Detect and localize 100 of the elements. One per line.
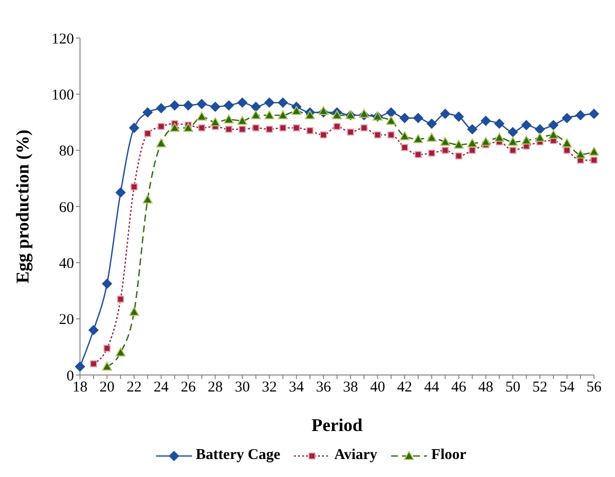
point xyxy=(278,98,288,108)
point xyxy=(590,156,598,164)
x-tick-label: 20 xyxy=(100,380,115,396)
point xyxy=(426,132,437,142)
point xyxy=(156,103,166,114)
point xyxy=(414,151,422,158)
point xyxy=(102,362,112,371)
point xyxy=(224,114,234,124)
point xyxy=(563,146,570,154)
point xyxy=(467,124,478,134)
point xyxy=(304,110,315,120)
x-tick-label: 28 xyxy=(208,380,223,396)
x-tick-label: 54 xyxy=(559,380,575,396)
point xyxy=(129,306,140,316)
point xyxy=(562,113,572,124)
point xyxy=(130,183,138,190)
point xyxy=(494,118,504,129)
point xyxy=(413,113,424,124)
point xyxy=(116,348,126,357)
point xyxy=(279,124,286,132)
y-tick-label: 100 xyxy=(52,87,74,104)
point xyxy=(480,116,491,126)
y-tick-label: 0 xyxy=(66,368,74,384)
point xyxy=(183,122,194,132)
point xyxy=(521,120,532,130)
point xyxy=(144,130,152,137)
point xyxy=(291,106,302,116)
point xyxy=(521,136,532,145)
x-tick-label: 24 xyxy=(154,380,170,396)
x-tick-label: 56 xyxy=(586,380,602,396)
point xyxy=(210,117,220,126)
point xyxy=(400,113,410,124)
point xyxy=(196,98,207,109)
point xyxy=(252,124,260,132)
point xyxy=(454,140,464,149)
point xyxy=(156,138,166,148)
point xyxy=(266,126,273,133)
x-tick-label: 52 xyxy=(532,380,548,396)
point xyxy=(224,100,234,110)
y-tick-label: 60 xyxy=(59,200,74,216)
point xyxy=(198,124,206,132)
point xyxy=(386,116,396,125)
point xyxy=(238,126,246,133)
point xyxy=(575,110,586,120)
point xyxy=(347,128,354,136)
legend-label: Floor xyxy=(431,447,466,464)
point xyxy=(116,187,126,198)
point xyxy=(374,131,382,138)
point xyxy=(264,110,274,120)
point xyxy=(170,100,180,110)
point xyxy=(104,344,111,352)
point xyxy=(494,132,504,142)
y-tick-label: 120 xyxy=(52,31,74,48)
y-tick-label: 40 xyxy=(59,256,74,272)
x-tick-label: 30 xyxy=(234,380,250,396)
point xyxy=(534,132,545,142)
legend-label: Battery Cage xyxy=(196,447,280,464)
x-tick-label: 26 xyxy=(180,380,196,396)
point xyxy=(413,134,424,144)
y-tick-label: 20 xyxy=(59,312,74,328)
point xyxy=(548,120,558,130)
point xyxy=(401,144,408,152)
point xyxy=(142,107,153,118)
point xyxy=(250,102,261,112)
x-axis-title: Period xyxy=(312,415,362,435)
point xyxy=(562,138,572,148)
point xyxy=(388,131,395,138)
point xyxy=(129,122,140,133)
point xyxy=(455,152,462,160)
point xyxy=(102,278,112,289)
x-tick-label: 44 xyxy=(424,380,440,396)
point xyxy=(117,296,124,303)
point xyxy=(237,116,248,125)
point xyxy=(589,146,599,156)
point xyxy=(467,138,478,148)
point xyxy=(468,146,476,154)
x-tick-label: 36 xyxy=(316,380,332,396)
point xyxy=(359,108,370,118)
x-tick-label: 34 xyxy=(288,380,304,396)
point xyxy=(480,136,491,146)
point xyxy=(332,110,342,120)
point xyxy=(508,127,518,138)
x-tick-label: 48 xyxy=(478,380,494,396)
point xyxy=(210,102,220,112)
point xyxy=(534,124,545,134)
point xyxy=(440,136,450,146)
point xyxy=(278,110,288,120)
point xyxy=(306,127,314,134)
x-tick-label: 46 xyxy=(451,380,467,396)
point xyxy=(196,112,207,121)
point xyxy=(440,108,450,119)
y-tick-label: 80 xyxy=(59,144,74,160)
x-tick-label: 50 xyxy=(505,380,520,396)
x-tick-label: 18 xyxy=(72,380,88,396)
point xyxy=(320,131,327,138)
point xyxy=(318,106,328,116)
point xyxy=(428,150,436,157)
point xyxy=(589,108,599,119)
point xyxy=(75,362,85,372)
point xyxy=(142,194,153,204)
